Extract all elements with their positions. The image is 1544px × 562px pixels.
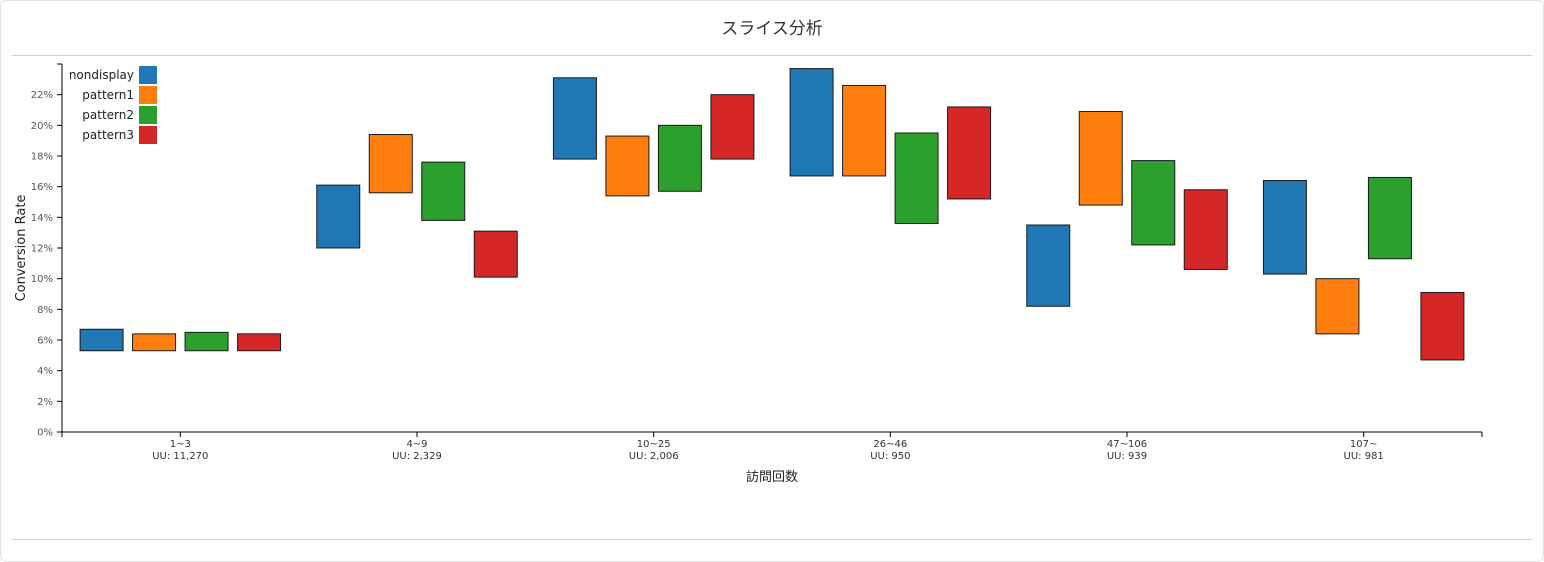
legend-label-nondisplay: nondisplay: [69, 68, 134, 82]
bar-pattern3[interactable]: [1420, 291, 1465, 361]
y-tick-label: 0%: [37, 428, 53, 439]
y-tick-label: 6%: [37, 336, 53, 347]
x-category-uu: UU: 2,329: [392, 451, 442, 462]
y-tick-label: 18%: [31, 152, 53, 163]
x-category-uu: UU: 981: [1344, 451, 1384, 462]
bar-nondisplay[interactable]: [789, 68, 834, 177]
bar-nondisplay[interactable]: [79, 328, 124, 352]
x-category-label: 4~9: [406, 439, 427, 450]
legend-label-pattern2: pattern2: [82, 108, 134, 122]
x-axis-title: 訪問回数: [746, 469, 798, 485]
legend-swatch-nondisplay: [139, 66, 157, 84]
bar-pattern2[interactable]: [894, 132, 939, 224]
bar-pattern1[interactable]: [1078, 111, 1123, 206]
bar-nondisplay[interactable]: [316, 184, 361, 249]
bar-pattern1[interactable]: [842, 84, 887, 177]
legend-swatch-pattern3: [139, 126, 157, 144]
x-category-label: 26~46: [873, 439, 907, 450]
y-axis-title: Conversion Rate: [14, 195, 29, 302]
y-tick-label: 8%: [37, 305, 53, 316]
bar-nondisplay[interactable]: [1262, 180, 1307, 275]
legend: nondisplay pattern1 pattern2 pattern3: [69, 66, 157, 144]
bar-pattern1[interactable]: [1315, 278, 1360, 335]
legend-label-pattern3: pattern3: [82, 128, 134, 142]
y-tick-label: 20%: [31, 121, 53, 132]
bar-pattern2[interactable]: [1131, 160, 1176, 246]
bar-pattern3[interactable]: [237, 333, 282, 352]
bar-pattern3[interactable]: [1183, 189, 1228, 270]
y-tick-label: 2%: [37, 397, 53, 408]
bar-pattern1[interactable]: [605, 135, 650, 197]
bar-pattern1[interactable]: [368, 134, 413, 194]
bar-pattern2[interactable]: [421, 161, 466, 221]
y-tick-label: 4%: [37, 366, 53, 377]
bar-pattern3[interactable]: [947, 106, 992, 200]
bar-pattern2[interactable]: [1367, 176, 1412, 260]
bottom-divider: [12, 539, 1532, 540]
legend-swatch-pattern2: [139, 106, 157, 124]
top-divider: [12, 55, 1532, 56]
y-tick-label: 12%: [31, 244, 53, 255]
x-category-uu: UU: 939: [1107, 451, 1147, 462]
y-tick-label: 16%: [31, 182, 53, 193]
bar-pattern2[interactable]: [184, 331, 229, 352]
y-tick-label: 10%: [31, 274, 53, 285]
x-category-label: 10~25: [637, 439, 671, 450]
x-category-label: 1~3: [170, 439, 191, 450]
legend-label-pattern1: pattern1: [82, 88, 134, 102]
y-tick-label: 14%: [31, 213, 53, 224]
x-category-uu: UU: 950: [870, 451, 910, 462]
x-category-label: 107~: [1350, 439, 1377, 450]
bar-pattern2[interactable]: [657, 124, 702, 192]
bar-pattern3[interactable]: [473, 230, 518, 278]
y-tick-label: 22%: [31, 90, 53, 101]
x-category-uu: UU: 2,006: [629, 451, 679, 462]
bar-nondisplay[interactable]: [552, 77, 597, 160]
bar-pattern1[interactable]: [132, 333, 177, 352]
bar-nondisplay[interactable]: [1026, 224, 1071, 307]
bar-pattern3[interactable]: [710, 94, 755, 160]
x-category-label: 47~106: [1107, 439, 1147, 450]
x-category-uu: UU: 11,270: [152, 451, 208, 462]
chart-title: スライス分析: [721, 19, 823, 39]
legend-swatch-pattern1: [139, 86, 157, 104]
